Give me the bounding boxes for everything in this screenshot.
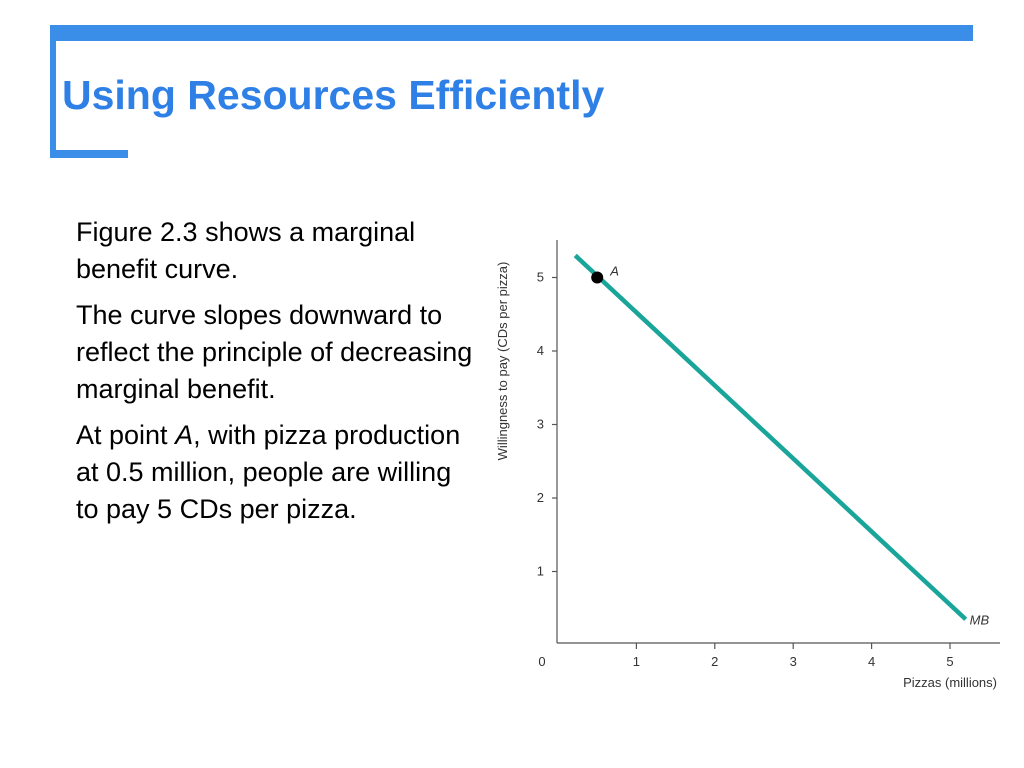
x-tick-label: 2 — [711, 654, 718, 669]
x-tick-label: 3 — [790, 654, 797, 669]
paragraph-point-a-lead: At point — [76, 420, 176, 450]
y-tick-label: 5 — [537, 270, 544, 285]
y-tick-label: 3 — [537, 417, 544, 432]
chart-axes — [556, 240, 1000, 644]
x-tick-label: 4 — [868, 654, 875, 669]
series-line-mb — [573, 253, 968, 621]
y-tick-label: 2 — [537, 490, 544, 505]
x-axis-ticks: 0 1 2 3 4 5 — [538, 643, 954, 669]
y-axis-label: Willingness to pay (CDs per pizza) — [495, 262, 510, 461]
x-tick-label: 1 — [633, 654, 640, 669]
series-label-mb: MB — [970, 612, 990, 627]
point-a-label: A — [609, 264, 619, 279]
point-a-marker — [591, 271, 604, 284]
slide-title: Using Resources Efficiently — [62, 72, 605, 118]
y-tick-label: 1 — [537, 564, 544, 579]
paragraph-point-a: At point A, with pizza production at 0.5… — [76, 417, 476, 528]
y-tick-label: 4 — [537, 343, 544, 358]
accent-bar-left — [50, 25, 56, 158]
y-axis-ticks: 1 2 3 4 5 — [537, 270, 557, 579]
point-a-italic-label: A — [175, 420, 194, 450]
marginal-benefit-chart: 0 1 2 3 4 5 1 2 3 4 5 MB A Pizzas (millions) Will… — [495, 240, 1000, 690]
paragraph-figure-description: Figure 2.3 shows a marginal benefit curv… — [76, 217, 416, 284]
accent-bar-top — [50, 25, 973, 41]
body-text: Figure 2.3 shows a marginal benefit curv… — [76, 214, 476, 537]
x-tick-label: 0 — [538, 654, 545, 669]
paragraph-point-a-rest: , with pizza production at 0.5 million, … — [76, 420, 461, 524]
points-layer: A — [591, 264, 619, 284]
paragraph-curve-slope: The curve slopes downward to reflect the… — [76, 300, 473, 404]
accent-bar-bottom — [50, 150, 128, 158]
series-layer: MB — [573, 253, 990, 627]
x-tick-label: 5 — [946, 654, 953, 669]
x-axis-label: Pizzas (millions) — [903, 675, 997, 690]
